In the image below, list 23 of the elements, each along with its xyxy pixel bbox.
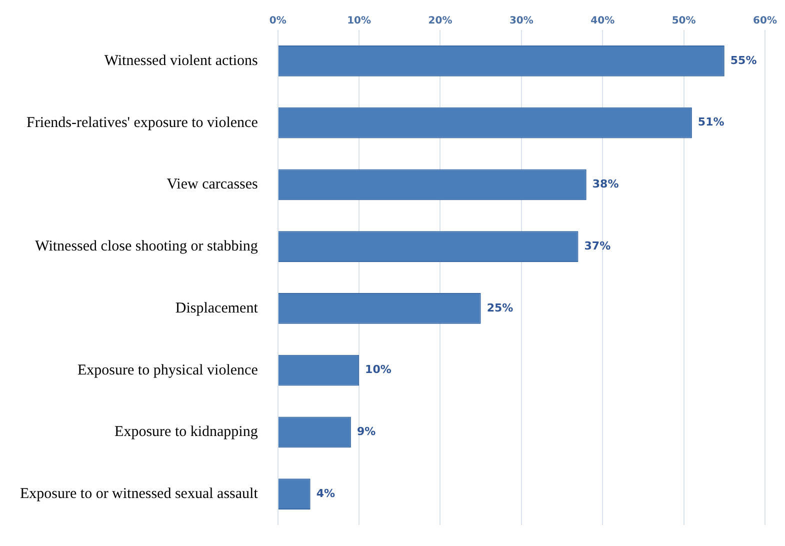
y-tick-label: Friends-relatives' exposure to violence	[26, 114, 258, 131]
x-tick-label: 60%	[753, 16, 777, 27]
y-tick-label: Exposure to physical violence	[77, 362, 258, 378]
x-tick-label: 0%	[269, 16, 286, 27]
y-tick-label: Witnessed close shooting or stabbing	[35, 238, 258, 254]
x-tick-label: 50%	[672, 16, 696, 27]
data-label: 25%	[486, 301, 514, 314]
data-label: 38%	[592, 178, 619, 191]
y-tick-label: Exposure to kidnapping	[114, 424, 258, 440]
data-label: 9%	[356, 425, 376, 438]
data-label: 4%	[316, 486, 336, 500]
y-tick-label: Exposure to or witnessed sexual assault	[20, 486, 259, 502]
y-tick-label: Witnessed violent actions	[104, 52, 258, 69]
x-tick-label: 40%	[590, 16, 615, 27]
y-tick-label: Displacement	[175, 300, 259, 316]
data-label: 55%	[730, 54, 757, 67]
x-tick-label: 10%	[347, 16, 372, 27]
x-tick-label: 20%	[428, 16, 452, 27]
x-tick-label: 30%	[509, 16, 534, 27]
data-label: 10%	[365, 363, 392, 376]
data-label: 37%	[584, 239, 611, 252]
y-tick-label: View carcasses	[166, 176, 258, 193]
data-label: 51%	[698, 116, 724, 129]
